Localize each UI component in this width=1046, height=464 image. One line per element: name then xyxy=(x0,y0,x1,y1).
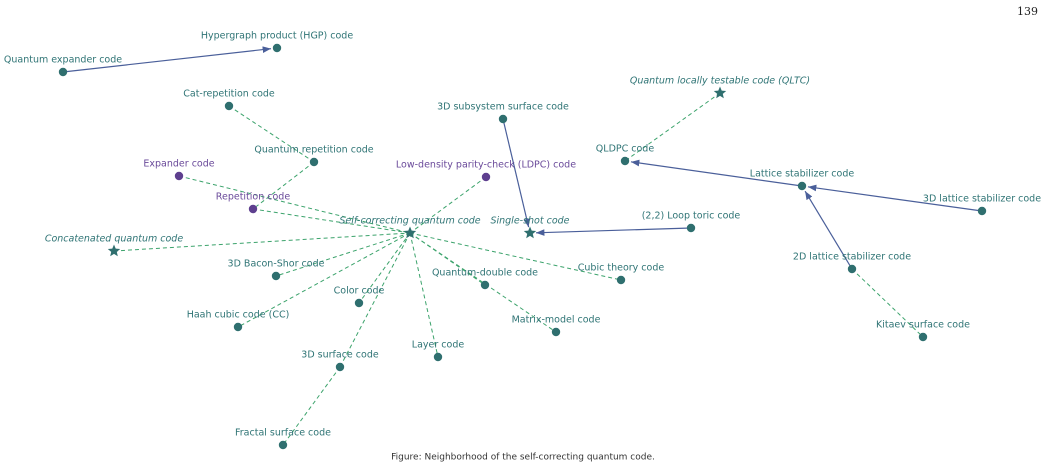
edge-dashed xyxy=(624,92,721,162)
edge-arrow xyxy=(502,118,530,228)
node-label: 3D surface code xyxy=(301,350,379,361)
node-label: Cubic theory code xyxy=(578,263,665,274)
edge-arrow xyxy=(62,46,272,73)
edge-dashed xyxy=(252,161,315,210)
edge-dashed xyxy=(252,208,411,234)
node xyxy=(977,206,987,216)
node-label: 3D Bacon-Shor code xyxy=(228,259,325,270)
node xyxy=(309,157,319,167)
node xyxy=(480,280,490,290)
node xyxy=(797,181,807,191)
node xyxy=(248,204,258,214)
edge-dashed xyxy=(178,175,411,234)
edge-dashed xyxy=(228,105,315,163)
node xyxy=(272,43,282,53)
caption: Figure: Neighborhood of the self-correct… xyxy=(391,453,655,463)
node xyxy=(620,156,630,166)
node xyxy=(551,327,561,337)
node-label: (2,2) Loop toric code xyxy=(642,211,741,222)
node xyxy=(233,322,243,332)
edge-dashed xyxy=(409,232,622,281)
edge-dashed xyxy=(409,176,487,234)
node xyxy=(498,114,508,124)
node-star xyxy=(523,226,537,239)
edge-dashed xyxy=(409,232,557,333)
node-label: Self-correcting quantum code xyxy=(339,216,480,227)
node-label: Color code xyxy=(334,286,385,297)
node xyxy=(918,332,928,342)
node xyxy=(174,171,184,181)
node-label: 3D lattice stabilizer code xyxy=(923,194,1041,205)
node xyxy=(686,223,696,233)
node-label: QLDPC code xyxy=(596,144,655,155)
node xyxy=(616,275,626,285)
node-label: Quantum repetition code xyxy=(254,145,373,156)
edge-dashed xyxy=(113,232,411,252)
edge-dashed xyxy=(358,232,411,304)
node-star xyxy=(713,86,727,99)
node-label: Quantum-double code xyxy=(432,268,538,279)
node xyxy=(224,101,234,111)
node xyxy=(271,271,281,281)
node-label: 3D subsystem surface code xyxy=(437,102,569,113)
edge-dashed xyxy=(409,232,439,358)
edge-arrow xyxy=(535,227,692,236)
node-label: 2D lattice stabilizer code xyxy=(793,252,911,263)
node-label: Kitaev surface code xyxy=(876,320,970,331)
node-label: Low-density parity-check (LDPC) code xyxy=(396,160,576,171)
node-label: Quantum locally testable code (QLTC) xyxy=(630,76,810,87)
node-label: Single-shot code xyxy=(490,216,569,227)
edge-arrow xyxy=(630,159,803,187)
edge-dashed xyxy=(275,232,411,277)
node-star xyxy=(403,226,417,239)
node-label: Repetition code xyxy=(216,192,291,203)
node xyxy=(58,67,68,77)
node-label: Layer code xyxy=(412,340,465,351)
node xyxy=(433,352,443,362)
page-number: 139 xyxy=(1017,5,1038,18)
node xyxy=(354,298,364,308)
node-label: Lattice stabilizer code xyxy=(750,169,855,180)
edge-dashed xyxy=(282,366,341,446)
node-star xyxy=(107,244,121,257)
node-label: Concatenated quantum code xyxy=(45,234,184,245)
node-label: Haah cubic code (CC) xyxy=(187,310,290,321)
edge-arrow xyxy=(807,184,983,212)
node-label: Cat-repetition code xyxy=(183,89,275,100)
node xyxy=(335,362,345,372)
node-label: Matrix-model code xyxy=(512,315,601,326)
node xyxy=(278,440,288,450)
edge-dashed xyxy=(237,232,411,328)
node-label: Hypergraph product (HGP) code xyxy=(201,31,353,42)
node-label: Quantum expander code xyxy=(4,55,122,66)
edge-dashed xyxy=(339,232,411,368)
node xyxy=(481,172,491,182)
edge-dashed xyxy=(851,268,924,338)
node-label: Fractal surface code xyxy=(235,428,331,439)
node-label: Expander code xyxy=(143,159,214,170)
node xyxy=(847,264,857,274)
edge-arrow xyxy=(804,190,853,270)
